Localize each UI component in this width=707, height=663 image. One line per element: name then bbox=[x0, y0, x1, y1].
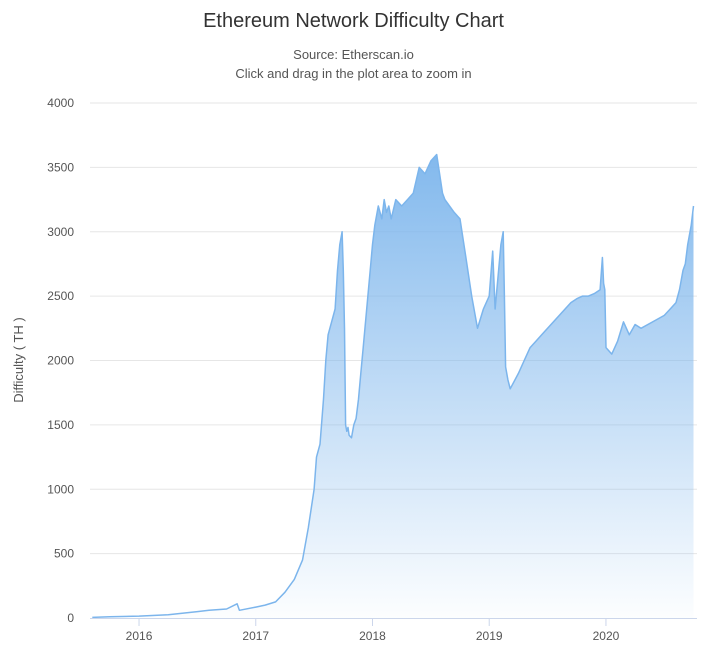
y-tick-label: 3000 bbox=[47, 225, 74, 239]
y-tick-label: 2000 bbox=[47, 354, 74, 368]
difficulty-line[interactable] bbox=[92, 153, 695, 619]
y-tick-label: 1500 bbox=[47, 418, 74, 432]
difficulty-area[interactable] bbox=[92, 154, 694, 619]
x-tick-label: 2016 bbox=[126, 629, 153, 643]
y-tick-label: 3500 bbox=[47, 160, 74, 174]
y-tick-label: 500 bbox=[54, 547, 74, 561]
y-tick-label: 1000 bbox=[47, 482, 74, 496]
zoom-instruction: Click and drag in the plot area to zoom … bbox=[235, 66, 471, 81]
y-tick-label: 0 bbox=[67, 611, 74, 625]
x-tick-label: 2018 bbox=[359, 629, 386, 643]
y-axis-title: Difficulty ( TH ) bbox=[11, 317, 26, 402]
y-axis-ticks: 0 500 1000 1500 2000 2500 3000 3500 4000 bbox=[47, 96, 74, 625]
x-tick-label: 2019 bbox=[476, 629, 503, 643]
x-axis-ticks: 2016 2017 2018 2019 2020 bbox=[126, 618, 620, 643]
y-tick-label: 2500 bbox=[47, 289, 74, 303]
y-tick-label: 4000 bbox=[47, 96, 74, 110]
chart-subtitle: Source: Etherscan.io bbox=[293, 47, 414, 62]
x-tick-label: 2017 bbox=[242, 629, 269, 643]
chart-title: Ethereum Network Difficulty Chart bbox=[203, 10, 504, 32]
x-tick-label: 2020 bbox=[593, 629, 620, 643]
series-layer[interactable] bbox=[92, 153, 695, 619]
